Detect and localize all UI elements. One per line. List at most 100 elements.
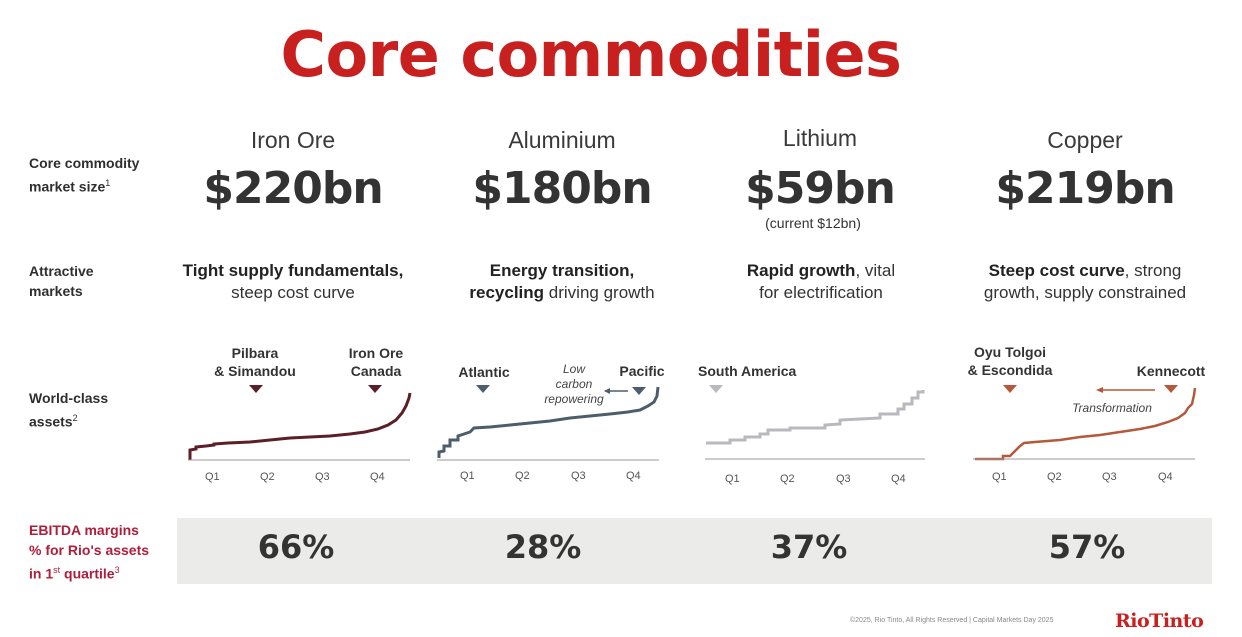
attractive-aluminium-line2: driving growth <box>544 283 655 302</box>
row-label-market-size-line2: market size <box>29 178 106 195</box>
asset-label-pilbara-line1: Pilbara <box>231 345 279 361</box>
attractive-lithium-bold: Rapid growth <box>746 261 856 280</box>
row-label-attractive-line1: Attractive <box>29 263 94 279</box>
attractive-copper-rest: , strong <box>1124 261 1182 280</box>
note-line1: Low <box>562 362 585 376</box>
cost-curve-lithium <box>705 385 925 460</box>
asset-label-ioc-line1: Iron Ore <box>348 345 404 361</box>
pilbara-marker-icon <box>249 385 263 393</box>
quartile-label-alu-q2: Q2 <box>515 470 530 482</box>
quartile-label-lith-q3: Q3 <box>836 473 851 485</box>
row-label-attractive-line2: markets <box>29 283 83 299</box>
attractive-copper-line2: growth, supply constrained <box>983 283 1187 302</box>
repowering-arrow-icon <box>604 388 610 394</box>
row-label-ebitda-line1: EBITDA margins <box>29 522 139 538</box>
attractive-aluminium-bold2: recycling <box>469 283 545 302</box>
ebitda-margin-aluminium: 28% <box>504 528 582 566</box>
attractive-iron-ore: Tight supply fundamentals, steep cost cu… <box>158 260 428 304</box>
asset-label-atlantic: Atlantic <box>458 364 510 380</box>
asset-label-ioc-line2: Canada <box>350 363 402 379</box>
commodity-name-iron-ore: Iron Ore <box>250 127 336 153</box>
quartile-label-cu-q3: Q3 <box>1102 471 1117 483</box>
asset-label-oyu-tolgoi: Oyu Tolgoi & Escondida <box>955 343 1065 379</box>
row-label-ebitda: EBITDA margins % for Rio's assets in 1st… <box>29 520 149 584</box>
commodity-name-aluminium: Aluminium <box>508 127 616 153</box>
ebitda-margin-copper: 57% <box>1048 528 1126 566</box>
quartile-label-alu-q1: Q1 <box>460 470 475 482</box>
asset-label-south-america: South America <box>698 363 797 379</box>
asset-label-pilbara: Pilbara & Simandou <box>200 344 310 380</box>
ioc-marker-icon <box>368 385 382 393</box>
atlantic-marker-icon <box>476 385 490 393</box>
ordinal-suffix: st <box>53 565 61 575</box>
row-label-assets-line1: World-class <box>29 390 109 406</box>
lithium-current-size: (current $12bn) <box>765 215 861 231</box>
attractive-iron-ore-bold: Tight supply fundamentals, <box>182 261 404 280</box>
footnote-marker: 2 <box>72 413 78 423</box>
quartile-label-lith-q2: Q2 <box>780 473 795 485</box>
row-label-attractive: Attractive markets <box>29 261 94 301</box>
row-label-market-size: Core commodity market size1 <box>29 153 139 197</box>
footer-copyright: ©2025, Rio Tinto, All Rights Reserved | … <box>850 617 1054 624</box>
quartile-label-iron-q4: Q4 <box>370 471 385 483</box>
cost-curve-aluminium <box>437 385 660 461</box>
quartile-label-cu-q2: Q2 <box>1047 471 1062 483</box>
quartile-label-iron-q3: Q3 <box>315 471 330 483</box>
aluminium-curve <box>437 386 660 458</box>
footnote-marker: 1 <box>105 178 111 188</box>
footnote-marker: 3 <box>114 565 120 575</box>
row-label-ebitda-line3-post: quartile <box>60 565 115 582</box>
asset-label-pacific: Pacific <box>619 363 665 379</box>
asset-label-kennecott: Kennecott <box>1136 363 1206 379</box>
attractive-copper-bold: Steep cost curve <box>988 261 1125 280</box>
ebitda-band <box>177 518 1212 584</box>
quartile-label-cu-q4: Q4 <box>1158 471 1173 483</box>
market-size-iron-ore: $220bn <box>203 163 383 214</box>
cost-curve-copper <box>973 385 1197 461</box>
ebitda-margin-lithium: 37% <box>770 528 848 566</box>
row-label-market-size-line1: Core commodity <box>29 155 140 171</box>
note-line2: carbon <box>555 377 593 391</box>
quartile-label-iron-q2: Q2 <box>260 471 275 483</box>
oyu-tolgoi-marker-icon <box>1003 385 1017 393</box>
commodity-name-lithium: Lithium <box>782 125 858 151</box>
asset-label-oyu-line1: Oyu Tolgoi <box>973 344 1047 360</box>
attractive-iron-ore-line2: steep cost curve <box>231 283 355 302</box>
market-size-aluminium: $180bn <box>472 163 652 214</box>
attractive-aluminium-bold: Energy transition, <box>489 261 635 280</box>
attractive-lithium: Rapid growth, vital for electrification <box>686 260 956 304</box>
kennecott-marker-icon <box>1164 385 1178 393</box>
quartile-label-cu-q1: Q1 <box>992 471 1007 483</box>
row-label-assets: World-class assets2 <box>29 388 108 432</box>
attractive-aluminium: Energy transition, recycling driving gro… <box>427 260 697 304</box>
transformation-arrow-icon <box>1096 387 1103 393</box>
asset-label-pilbara-line2: & Simandou <box>214 363 296 379</box>
quartile-label-alu-q4: Q4 <box>626 470 641 482</box>
row-label-ebitda-line3-pre: in 1 <box>29 565 54 582</box>
commodity-name-copper: Copper <box>1047 127 1123 153</box>
asset-label-oyu-line2: & Escondida <box>967 362 1053 378</box>
lithium-curve <box>706 390 925 445</box>
quartile-label-lith-q4: Q4 <box>891 473 906 485</box>
transformation-note: Transformation <box>1072 401 1152 415</box>
pacific-marker-icon <box>632 387 646 395</box>
rio-tinto-logo: RioTinto <box>1115 610 1204 632</box>
attractive-lithium-line2: for electrification <box>759 283 883 302</box>
iron-ore-curve <box>188 392 412 460</box>
row-label-assets-line2: assets <box>29 413 73 430</box>
copper-curve <box>975 387 1197 461</box>
page-title: Core commodities <box>280 18 902 91</box>
attractive-copper: Steep cost curve, strong growth, supply … <box>950 260 1220 304</box>
quartile-label-alu-q3: Q3 <box>571 470 586 482</box>
market-size-copper: $219bn <box>995 163 1175 214</box>
quartile-label-iron-q1: Q1 <box>205 471 220 483</box>
row-label-ebitda-line2: % for Rio's assets <box>29 542 150 558</box>
attractive-lithium-rest: , vital <box>855 261 896 280</box>
quartile-label-lith-q1: Q1 <box>725 473 740 485</box>
cost-curve-iron-ore <box>188 385 412 461</box>
ebitda-margin-iron-ore: 66% <box>257 528 335 566</box>
note-line3: repowering <box>544 392 604 406</box>
asset-label-iron-ore-canada: Iron Ore Canada <box>330 344 422 380</box>
market-size-lithium: $59bn <box>745 163 896 214</box>
